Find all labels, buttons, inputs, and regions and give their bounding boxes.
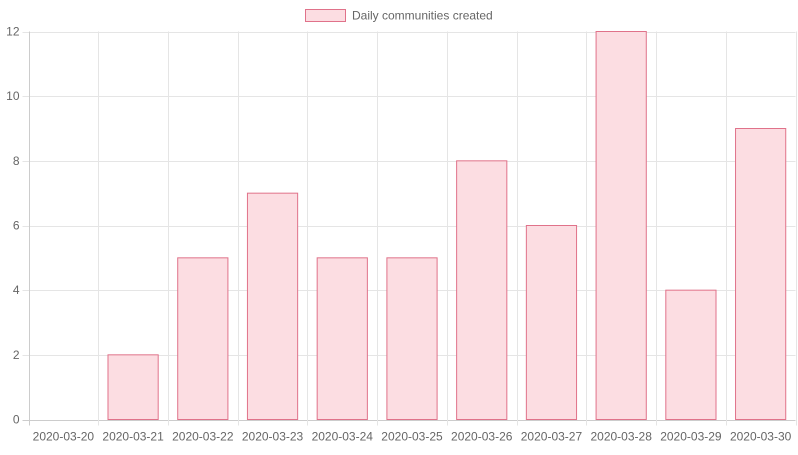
- bar[interactable]: [525, 225, 578, 420]
- bar[interactable]: [665, 289, 717, 420]
- bar[interactable]: [107, 354, 159, 421]
- bar[interactable]: [316, 257, 368, 421]
- bar[interactable]: [595, 31, 647, 420]
- legend[interactable]: Daily communities created: [305, 9, 493, 23]
- y-tick-label: 2: [13, 348, 20, 362]
- bar[interactable]: [177, 257, 229, 421]
- x-axis-ticks: 2020-03-20 2020-03-21 2020-03-22 2020-03-23…: [33, 430, 792, 444]
- x-tick-label: 2020-03-26: [451, 430, 513, 444]
- x-tick-label: 2020-03-23: [242, 430, 304, 444]
- y-tick-label: 12: [6, 25, 20, 39]
- y-tick-label: 10: [6, 89, 20, 103]
- x-tick-label: 2020-03-21: [102, 430, 164, 444]
- bars: [107, 31, 787, 421]
- x-tick-label: 2020-03-27: [521, 430, 583, 444]
- y-axis-ticks: 0 2 4 6 8 10 12: [6, 25, 20, 427]
- grid: [22, 31, 797, 426]
- x-tick-label: 2020-03-24: [312, 430, 374, 444]
- y-tick-label: 6: [13, 219, 20, 233]
- legend-label[interactable]: Daily communities created: [352, 9, 493, 23]
- bar[interactable]: [735, 128, 787, 420]
- x-tick-label: 2020-03-30: [730, 430, 792, 444]
- x-tick-label: 2020-03-20: [33, 430, 95, 444]
- bar[interactable]: [386, 257, 438, 421]
- x-tick-label: 2020-03-22: [172, 430, 234, 444]
- y-tick-label: 4: [13, 283, 20, 297]
- y-tick-label: 0: [13, 413, 20, 427]
- bar[interactable]: [456, 160, 508, 420]
- y-tick-label: 8: [13, 154, 20, 168]
- x-tick-label: 2020-03-29: [660, 430, 722, 444]
- bar[interactable]: [246, 192, 299, 420]
- legend-swatch[interactable]: [305, 9, 346, 22]
- x-tick-label: 2020-03-25: [381, 430, 443, 444]
- x-tick-label: 2020-03-28: [590, 430, 652, 444]
